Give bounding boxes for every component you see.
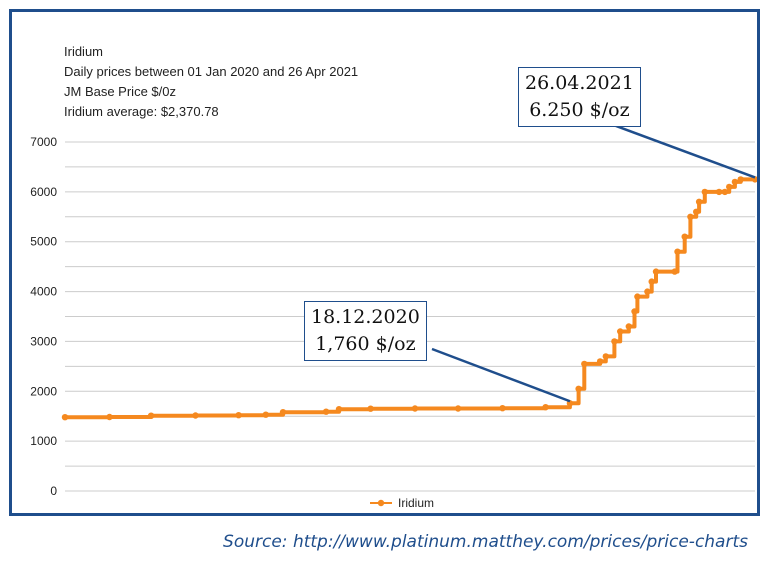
callout-dec-price: 1,760 $/oz [315, 333, 416, 355]
data-point [634, 293, 641, 300]
chart-frame: 0 1000 2000 3000 4000 5000 6000 7000 Iridium Iri… [9, 9, 760, 516]
legend-swatch-marker [377, 499, 385, 507]
y-tick-label: 6000 [30, 185, 57, 199]
data-point [715, 188, 723, 196]
data-point [61, 414, 69, 421]
y-tick-label: 2000 [30, 384, 57, 398]
data-point [652, 268, 660, 275]
y-tick-label: 3000 [30, 334, 57, 348]
callout-dec-2020: 18.12.2020 1,760 $/oz [304, 301, 427, 361]
data-point [262, 411, 269, 418]
data-point [335, 406, 343, 413]
y-tick-label: 7000 [30, 135, 57, 149]
data-point [695, 198, 703, 205]
data-point [581, 360, 588, 368]
data-point [674, 248, 681, 255]
data-point [671, 268, 678, 275]
data-point [542, 404, 549, 411]
data-point [648, 278, 655, 285]
chart-average: Iridium average: $2,370.78 [64, 104, 219, 119]
data-point [701, 188, 708, 196]
data-point [596, 358, 604, 365]
data-point [367, 405, 374, 412]
data-point [721, 188, 729, 196]
data-point [235, 412, 242, 419]
data-point [737, 176, 744, 183]
legend-label-iridium: Iridium [398, 496, 434, 510]
callout-apr-date: 26.04.2021 [525, 72, 634, 94]
callout-dec-pointer [431, 347, 571, 403]
y-tick-label: 4000 [30, 285, 57, 299]
data-point [411, 405, 419, 412]
chart-title: Iridium [64, 44, 104, 59]
data-point [611, 338, 618, 345]
data-point [625, 323, 632, 330]
data-point [322, 408, 330, 415]
callout-apr-2021: 26.04.2021 6.250 $/oz [518, 67, 641, 127]
data-point [681, 233, 688, 240]
data-point [279, 409, 287, 416]
y-tick-label: 5000 [30, 235, 57, 249]
chart-date-range: Daily prices between 01 Jan 2020 and 26 … [64, 64, 359, 79]
data-point [147, 412, 155, 419]
data-point [644, 288, 651, 295]
data-point [575, 385, 582, 392]
data-point [726, 183, 733, 191]
callout-apr-price: 6.250 $/oz [529, 99, 630, 121]
data-point [499, 405, 506, 412]
data-point [192, 412, 199, 419]
callout-dec-date: 18.12.2020 [311, 306, 420, 328]
source-caption: Source: http://www.platinum.matthey.com/… [223, 532, 748, 552]
data-point [631, 308, 638, 315]
callout-apr-pointer [607, 121, 756, 179]
data-point [687, 213, 694, 220]
y-tick-label: 1000 [30, 434, 57, 448]
chart-price-basis: JM Base Price $/0z [64, 84, 176, 99]
data-point [454, 405, 462, 412]
series-line-iridium [65, 177, 755, 420]
y-tick-label: 0 [50, 484, 57, 498]
data-point [106, 413, 113, 421]
data-point [731, 178, 739, 186]
chart-canvas: 0 1000 2000 3000 4000 5000 6000 7000 Iridium [30, 121, 757, 510]
data-point [693, 208, 700, 215]
data-point [602, 353, 609, 360]
data-point [617, 328, 624, 335]
